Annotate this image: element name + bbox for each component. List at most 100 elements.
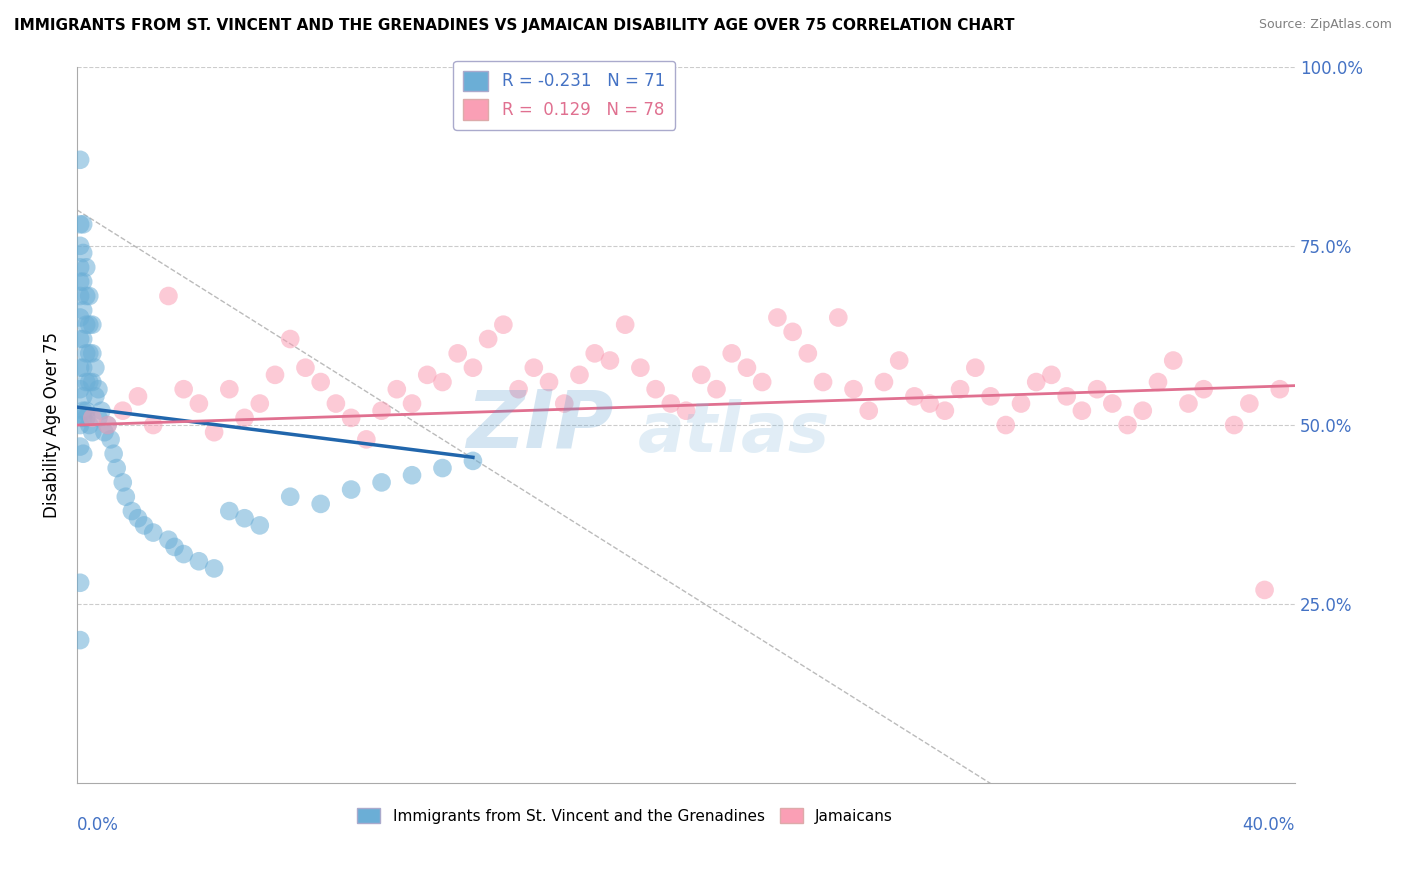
Point [69, 575, 91, 590]
Point [82, 375, 104, 389]
Point [675, 403, 697, 417]
Text: 40.0%: 40.0% [1243, 816, 1295, 834]
Point [163, 540, 186, 554]
Text: 0.0%: 0.0% [77, 816, 120, 834]
Point [340, 410, 363, 425]
Point [1223, 418, 1246, 433]
Point [356, 433, 378, 447]
Point [903, 389, 925, 403]
Point [202, 425, 225, 440]
Point [93, 425, 115, 440]
Point [1070, 403, 1092, 417]
Point [218, 382, 240, 396]
Point [233, 511, 256, 525]
Point [1010, 396, 1032, 410]
Point [202, 561, 225, 575]
Text: atlas: atlas [637, 399, 830, 466]
Point [873, 375, 896, 389]
Point [69, 289, 91, 303]
Point [75, 403, 97, 417]
Point [980, 389, 1002, 403]
Point [1268, 382, 1291, 396]
Point [127, 511, 149, 525]
Point [797, 346, 820, 360]
Point [249, 518, 271, 533]
Point [1116, 418, 1139, 433]
Point [69, 332, 91, 346]
Point [385, 382, 408, 396]
Point [432, 375, 454, 389]
Point [75, 318, 97, 332]
Point [90, 403, 112, 417]
Point [72, 360, 94, 375]
Point [96, 418, 118, 433]
Text: IMMIGRANTS FROM ST. VINCENT AND THE GRENADINES VS JAMAICAN DISABILITY AGE OVER 7: IMMIGRANTS FROM ST. VINCENT AND THE GREN… [14, 18, 1015, 33]
Point [782, 325, 804, 339]
Point [82, 410, 104, 425]
Point [72, 303, 94, 318]
Point [278, 490, 301, 504]
Point [69, 633, 91, 648]
Point [278, 332, 301, 346]
Point [889, 353, 911, 368]
Point [370, 475, 392, 490]
Point [309, 497, 332, 511]
Point [628, 360, 651, 375]
Point [1101, 396, 1123, 410]
Point [827, 310, 849, 325]
Point [75, 260, 97, 275]
Point [103, 447, 125, 461]
Point [142, 418, 165, 433]
Point [842, 382, 865, 396]
Point [77, 289, 100, 303]
Point [75, 410, 97, 425]
Point [69, 360, 91, 375]
Point [187, 554, 209, 568]
Point [77, 346, 100, 360]
Y-axis label: Disability Age Over 75: Disability Age Over 75 [44, 332, 60, 518]
Point [294, 360, 316, 375]
Point [77, 318, 100, 332]
Point [447, 346, 470, 360]
Point [77, 375, 100, 389]
Point [918, 396, 941, 410]
Point [114, 490, 136, 504]
Point [157, 289, 180, 303]
Point [965, 360, 987, 375]
Point [249, 396, 271, 410]
Point [583, 346, 606, 360]
Point [1177, 396, 1199, 410]
Point [75, 346, 97, 360]
Point [87, 410, 110, 425]
Point [72, 275, 94, 289]
Point [121, 504, 143, 518]
Point [72, 403, 94, 417]
Point [72, 332, 94, 346]
Point [735, 360, 758, 375]
Point [858, 403, 880, 417]
Point [69, 440, 91, 454]
Point [461, 360, 484, 375]
Text: ZIP: ZIP [465, 386, 613, 464]
Point [69, 260, 91, 275]
Point [72, 410, 94, 425]
Point [233, 410, 256, 425]
Point [720, 346, 742, 360]
Point [142, 525, 165, 540]
Point [111, 475, 134, 490]
Point [432, 461, 454, 475]
Point [934, 403, 956, 417]
Point [77, 418, 100, 433]
Point [69, 310, 91, 325]
Point [568, 368, 591, 382]
Point [690, 368, 713, 382]
Point [994, 418, 1017, 433]
Point [218, 504, 240, 518]
Point [537, 375, 560, 389]
Point [1056, 389, 1078, 403]
Point [370, 403, 392, 417]
Point [127, 389, 149, 403]
Point [72, 447, 94, 461]
Point [84, 360, 107, 375]
Point [401, 396, 423, 410]
